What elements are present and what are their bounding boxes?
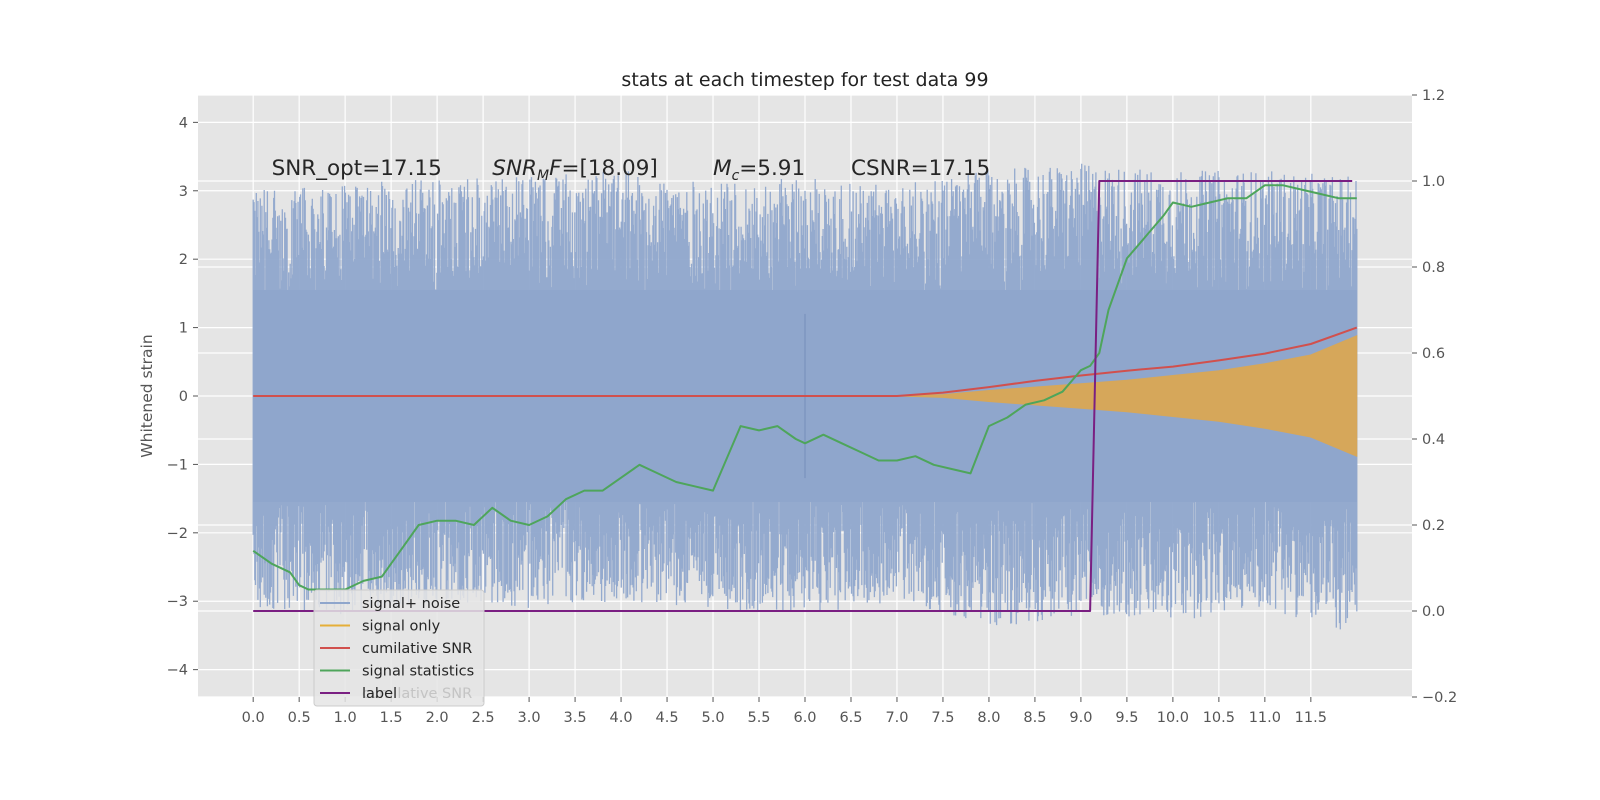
x-tick-label: 3.0 [518, 710, 541, 726]
x-tick-label: 4.0 [610, 710, 633, 726]
legend-entry: signal+ noise [362, 596, 460, 612]
y2-tick-label: 0.6 [1422, 346, 1445, 362]
x-tick-label: 0.5 [288, 710, 311, 726]
x-tick-label: 3.5 [564, 710, 587, 726]
y2-tick-label: 0.0 [1422, 604, 1445, 620]
chart-title: stats at each timestep for test data 99 [621, 69, 988, 91]
y-tick-label: 4 [179, 115, 188, 131]
x-tick-label: 10.0 [1157, 710, 1189, 726]
legend-ghost-text: cumilative SNR [362, 686, 472, 702]
series-layer [252, 163, 1358, 630]
x-tick-label: 9.5 [1115, 710, 1138, 726]
y2-tick-label: 0.2 [1422, 518, 1445, 534]
x-tick-label: 8.5 [1023, 710, 1046, 726]
legend-entry: signal statistics [362, 664, 474, 680]
series-cumilative-snr [253, 326, 1358, 397]
annotation: SNRMF=[18.09] [492, 156, 657, 184]
y2-tick-label: 0.4 [1422, 432, 1445, 448]
legend-entry: signal only [362, 619, 441, 635]
x-tick-label: 2.5 [472, 710, 495, 726]
x-tick-label: 1.0 [334, 710, 357, 726]
x-tick-label: 11.0 [1249, 710, 1281, 726]
x-tick-label: 8.0 [977, 710, 1000, 726]
x-tick-label: 5.0 [701, 710, 724, 726]
y-axis-label: Whitened strain [138, 334, 156, 457]
y-tick-label: −2 [167, 526, 188, 542]
y-tick-label: 3 [179, 184, 188, 200]
x-tick-label: 4.5 [656, 710, 679, 726]
y-tick-label: 0 [179, 389, 188, 405]
x-tick-label: 1.5 [380, 710, 403, 726]
y-tick-label: 1 [179, 321, 188, 337]
y-tick-label: −1 [167, 457, 188, 473]
legend: cumilative SNR signal+ noise signal only cu… [313, 589, 485, 707]
annotations: SNR_opt=17.15 SNRMF=[18.09] Mc=5.91 CSNR=17… [272, 156, 991, 184]
x-tick-label: 5.5 [747, 710, 770, 726]
annotation: SNR_opt=17.15 [272, 156, 442, 181]
axes: 0.0 0.5 1.0 1.5 2.0 2.5 3.0 3.5 4.0 4.5 5.0 5.5 6.0 6… [167, 88, 1458, 726]
x-tick-label: 11.5 [1295, 710, 1327, 726]
annotation: CSNR=17.15 [851, 156, 990, 181]
x-tick-label: 2.0 [426, 710, 449, 726]
series-label [253, 180, 1353, 612]
x-tick-label: 0.0 [242, 710, 265, 726]
x-tick-label: 10.5 [1203, 710, 1235, 726]
annotation: Mc=5.91 [713, 156, 805, 184]
x-tick-label: 6.5 [839, 710, 862, 726]
legend-entry: cumilative SNR [362, 641, 472, 657]
y-tick-label: −4 [167, 663, 188, 679]
y2-tick-label: 0.8 [1422, 260, 1445, 276]
x-tick-label: 9.0 [1069, 710, 1092, 726]
x-tick-label: 6.0 [793, 710, 816, 726]
series-signal-statistics [252, 184, 1357, 591]
plot-content [252, 163, 1358, 630]
x-tick-label: 7.5 [931, 710, 954, 726]
y-tick-label: −3 [167, 594, 188, 610]
series-signal-only [896, 335, 1358, 457]
y2-tick-label: 1.0 [1422, 174, 1445, 190]
x-tick-label: 7.0 [885, 710, 908, 726]
y2-tick-label: −0.2 [1422, 690, 1457, 706]
y2-tick-label: 1.2 [1422, 88, 1445, 104]
legend-box [313, 589, 485, 707]
legend-entry: label [362, 686, 397, 702]
y-tick-label: 2 [179, 252, 188, 268]
